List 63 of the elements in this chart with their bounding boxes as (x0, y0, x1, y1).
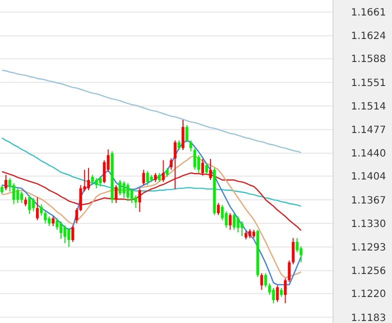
candlestick (162, 160, 165, 182)
candlestick (170, 158, 173, 170)
candlestick (91, 174, 94, 186)
candlestick (284, 278, 287, 304)
candlestick (260, 272, 264, 290)
candlestick (87, 167, 90, 191)
y-tick-label: 1.1624 (351, 31, 386, 42)
y-tick-label: 1.1220 (351, 289, 386, 300)
candlestick (4, 174, 8, 191)
candlestick (122, 180, 126, 198)
candlestick (240, 221, 244, 237)
candlestick (52, 216, 54, 226)
y-tick-label: 1.1367 (351, 195, 386, 206)
y-tick-label: 1.1183 (351, 312, 386, 323)
candlestick (64, 224, 66, 244)
y-tick-label: 1.1551 (351, 78, 386, 89)
candlestick (126, 182, 130, 202)
y-tick-label: 1.1661 (351, 8, 386, 19)
candlestick (79, 184, 82, 212)
candlestick (300, 246, 302, 263)
y-tick-label: 1.1256 (351, 266, 386, 278)
candlestick (130, 188, 134, 204)
candlestick (217, 202, 220, 216)
candlestick (296, 238, 298, 253)
candlestick (12, 182, 16, 205)
candlestick (232, 212, 236, 230)
candlestick (182, 120, 184, 151)
candlestick (20, 191, 24, 204)
candlestick (205, 162, 208, 175)
candlestick (56, 218, 58, 230)
y-tick-label: 1.1440 (351, 148, 386, 160)
candlestick (264, 272, 267, 288)
y-tick-label: 1.1404 (351, 172, 386, 183)
candlestick (186, 124, 188, 143)
y-tick-label: 1.1330 (351, 218, 386, 230)
candlestick (292, 238, 295, 265)
y-tick-label: 1.1293 (351, 242, 386, 254)
candlestick (16, 188, 20, 204)
candlestick (236, 216, 240, 233)
candlestick (276, 284, 279, 302)
line-series (1, 70, 302, 154)
candlestick (138, 188, 142, 212)
candlestick (95, 178, 98, 189)
candlestick (224, 210, 228, 228)
candlestick (272, 287, 275, 304)
candlestick (209, 158, 212, 181)
candlestick (44, 210, 47, 224)
candlestick (28, 194, 31, 214)
y-tick-label: 1.1514 (351, 101, 386, 112)
candlestick (178, 140, 180, 151)
candlestick (71, 224, 74, 242)
candlestick (114, 184, 118, 204)
candlestick (60, 221, 62, 240)
y-tick-label: 1.1477 (351, 125, 386, 136)
line-series (1, 171, 302, 232)
candlestick (32, 197, 35, 212)
candlestick (146, 170, 149, 186)
line-series (1, 137, 302, 207)
y-tick-label: 1.1588 (351, 54, 386, 66)
candlestick (174, 140, 176, 190)
candlestick (118, 180, 122, 196)
candlestick (36, 196, 39, 221)
candlestick (228, 212, 232, 230)
